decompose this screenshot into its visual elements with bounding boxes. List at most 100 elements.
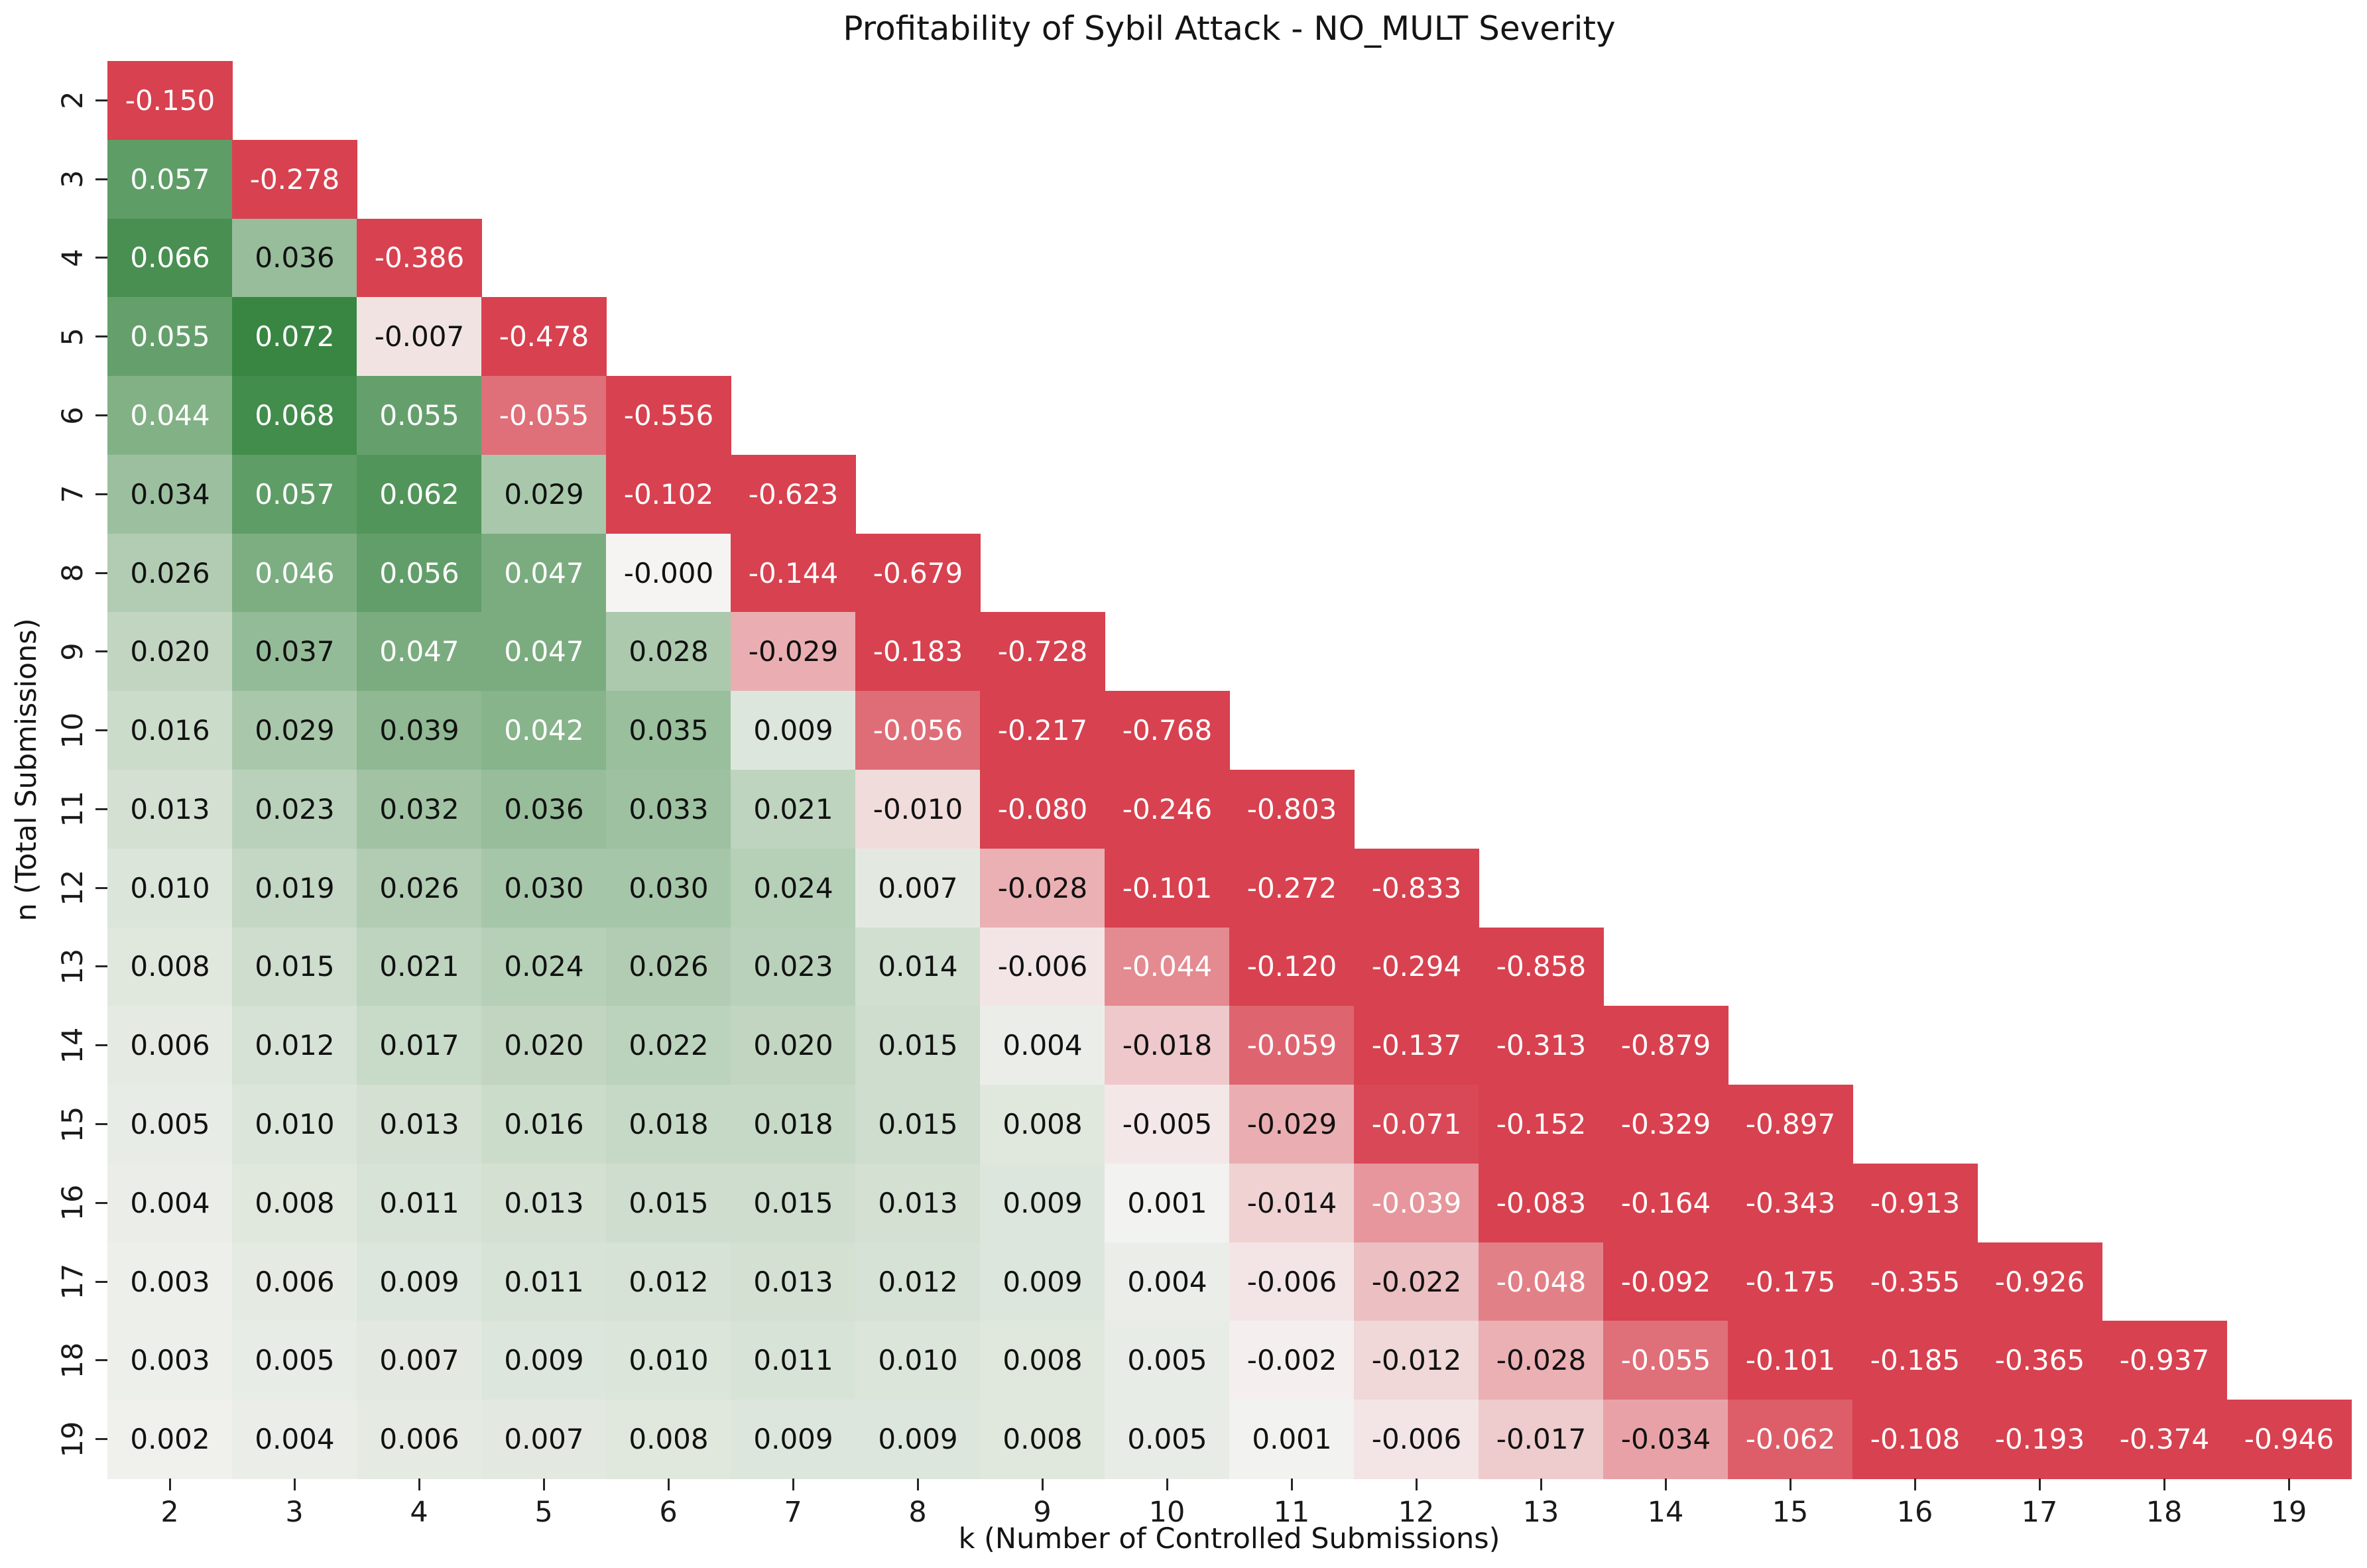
heatmap-cell: 0.009 xyxy=(731,1400,856,1479)
heatmap-cell: 0.055 xyxy=(107,297,233,377)
heatmap-cell: 0.001 xyxy=(1229,1400,1355,1479)
x-tick-mark xyxy=(1290,1478,1293,1490)
heatmap-cell: -0.833 xyxy=(1354,848,1479,928)
heatmap-cell: 0.012 xyxy=(232,1006,357,1086)
heatmap-cell: 0.026 xyxy=(107,533,233,613)
heatmap-cell: 0.023 xyxy=(232,770,357,849)
heatmap-cell: 0.015 xyxy=(855,1085,981,1164)
x-tick-mark xyxy=(2038,1478,2041,1490)
x-tick-mark xyxy=(1913,1478,1916,1490)
heatmap-cell: -0.386 xyxy=(357,218,482,298)
heatmap-cell: -0.144 xyxy=(731,533,856,613)
heatmap-cell: 0.014 xyxy=(855,927,981,1007)
heatmap-cell: 0.010 xyxy=(606,1321,731,1401)
heatmap-cell: 0.016 xyxy=(107,691,233,770)
heatmap-cell: -0.101 xyxy=(1728,1321,1853,1401)
heatmap-cell: 0.005 xyxy=(107,1085,233,1164)
heatmap-cell: 0.001 xyxy=(1105,1163,1230,1243)
heatmap-cell: 0.013 xyxy=(855,1163,981,1243)
heatmap-cell: 0.020 xyxy=(481,1006,607,1086)
heatmap-cell: 0.012 xyxy=(855,1242,981,1322)
heatmap-cell: 0.030 xyxy=(606,848,731,928)
x-tick-label: 19 xyxy=(2270,1496,2307,1529)
heatmap-cell: -0.006 xyxy=(1354,1400,1479,1479)
y-tick-label: 12 xyxy=(56,869,90,906)
x-tick-mark xyxy=(1415,1478,1418,1490)
heatmap-cell: -0.018 xyxy=(1105,1006,1230,1086)
heatmap-cell: -0.108 xyxy=(1852,1400,1978,1479)
heatmap-cell: 0.008 xyxy=(107,927,233,1007)
y-tick-mark xyxy=(95,886,107,889)
heatmap-cell: -0.071 xyxy=(1354,1085,1479,1164)
x-tick-mark xyxy=(1540,1478,1542,1490)
heatmap-cell: -0.002 xyxy=(1229,1321,1355,1401)
y-tick-mark xyxy=(95,1359,107,1362)
x-tick-mark xyxy=(1041,1478,1044,1490)
heatmap-cell: 0.015 xyxy=(232,927,357,1007)
heatmap-cell: 0.003 xyxy=(107,1242,233,1322)
heatmap-cell: 0.006 xyxy=(107,1006,233,1086)
heatmap-cell: 0.007 xyxy=(357,1321,482,1401)
x-tick-label: 3 xyxy=(285,1496,304,1529)
x-tick-mark xyxy=(2163,1478,2165,1490)
heatmap-cell: -0.048 xyxy=(1479,1242,1604,1322)
heatmap-cell: 0.013 xyxy=(481,1163,607,1243)
x-tick-label: 10 xyxy=(1148,1496,1185,1529)
heatmap-cell: 0.021 xyxy=(731,770,856,849)
heatmap-cell: -0.010 xyxy=(855,770,981,849)
y-tick-label: 15 xyxy=(56,1106,90,1142)
y-tick-label: 7 xyxy=(56,485,90,503)
heatmap-cell: 0.057 xyxy=(232,454,357,534)
heatmap-cell: 0.021 xyxy=(357,927,482,1007)
heatmap-cell: -0.102 xyxy=(606,454,731,534)
heatmap-cell: 0.039 xyxy=(357,691,482,770)
heatmap-cell: 0.006 xyxy=(232,1242,357,1322)
heatmap-cell: -0.294 xyxy=(1354,927,1479,1007)
heatmap-cell: 0.036 xyxy=(481,770,607,849)
heatmap-cell: 0.020 xyxy=(731,1006,856,1086)
heatmap-cell: 0.006 xyxy=(357,1400,482,1479)
heatmap-cell: 0.036 xyxy=(232,218,357,298)
heatmap-cell: 0.002 xyxy=(107,1400,233,1479)
heatmap-cell: 0.005 xyxy=(232,1321,357,1401)
heatmap-cell: 0.017 xyxy=(357,1006,482,1086)
heatmap-cell: 0.034 xyxy=(107,454,233,534)
heatmap-cell: 0.068 xyxy=(232,376,357,455)
y-tick-mark xyxy=(95,493,107,495)
x-tick-mark xyxy=(916,1478,919,1490)
heatmap-cell: -0.012 xyxy=(1354,1321,1479,1401)
heatmap-cell: -0.039 xyxy=(1354,1163,1479,1243)
heatmap-cell: 0.057 xyxy=(107,139,233,219)
x-tick-mark xyxy=(293,1478,296,1490)
y-tick-label: 16 xyxy=(56,1184,90,1221)
heatmap-cell: -0.000 xyxy=(606,533,731,613)
heatmap-cell: 0.028 xyxy=(606,612,731,692)
heatmap-cell: -0.926 xyxy=(1977,1242,2102,1322)
heatmap-cell: -0.080 xyxy=(980,770,1105,849)
x-tick-mark xyxy=(1166,1478,1168,1490)
y-tick-label: 5 xyxy=(56,328,90,346)
heatmap-cell: -0.055 xyxy=(1603,1321,1729,1401)
x-tick-label: 13 xyxy=(1522,1496,1559,1529)
heatmap-cell: 0.019 xyxy=(232,848,357,928)
heatmap-cell: 0.016 xyxy=(481,1085,607,1164)
y-tick-mark xyxy=(95,1123,107,1125)
heatmap-cell: -0.193 xyxy=(1977,1400,2102,1479)
heatmap-cell: 0.042 xyxy=(481,691,607,770)
heatmap-cell: -0.374 xyxy=(2102,1400,2227,1479)
x-tick-mark xyxy=(1664,1478,1667,1490)
heatmap-plot-area: -0.150 0.057 -0.278 0.066 0.036 -0.386 0.055 0.… xyxy=(107,61,2352,1479)
y-tick-mark xyxy=(95,808,107,810)
heatmap-cell: 0.066 xyxy=(107,218,233,298)
heatmap-cell: -0.028 xyxy=(1479,1321,1604,1401)
heatmap-cell: 0.003 xyxy=(107,1321,233,1401)
heatmap-cell: 0.013 xyxy=(357,1085,482,1164)
heatmap-cell: 0.010 xyxy=(232,1085,357,1164)
heatmap-cell: 0.026 xyxy=(606,927,731,1007)
heatmap-cell: 0.011 xyxy=(731,1321,856,1401)
x-tick-label: 7 xyxy=(784,1496,802,1529)
heatmap-cell: -0.728 xyxy=(980,612,1105,692)
heatmap-cell: 0.013 xyxy=(107,770,233,849)
heatmap-cell: 0.024 xyxy=(731,848,856,928)
heatmap-cell: -0.056 xyxy=(855,691,981,770)
